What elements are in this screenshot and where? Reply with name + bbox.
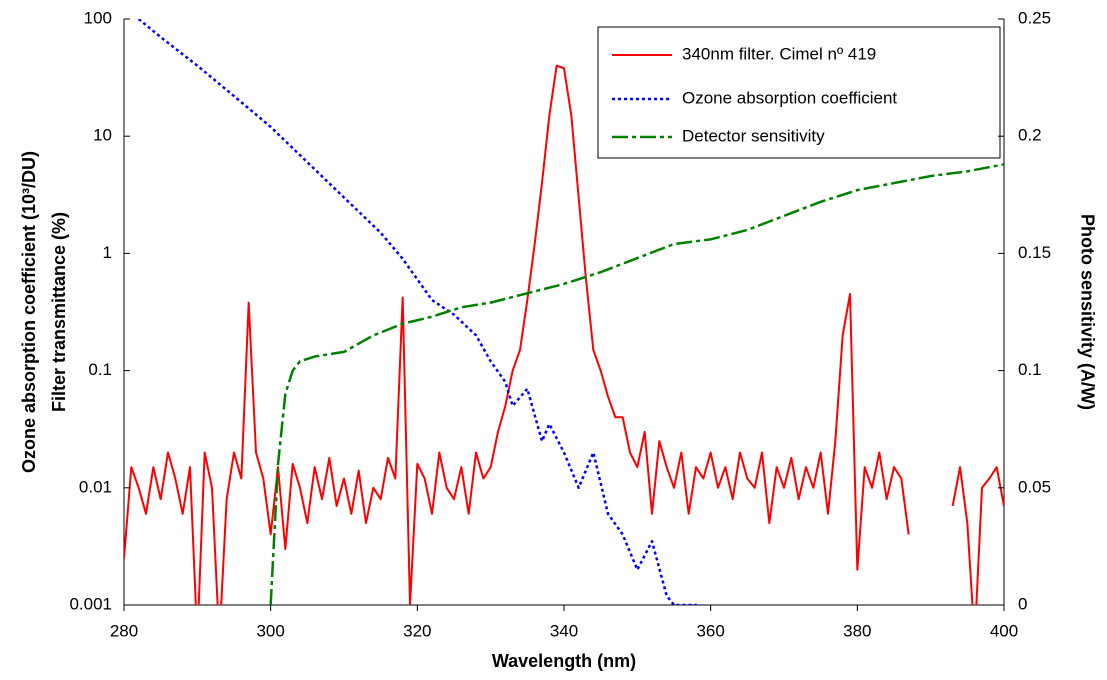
y-tick-label: 100 — [84, 8, 112, 27]
x-tick-label: 360 — [696, 621, 724, 640]
legend-label: 340nm filter. Cimel nº 419 — [682, 44, 876, 63]
y2-tick-label: 0.25 — [1018, 8, 1051, 27]
series-line — [124, 64, 1004, 605]
y-tick-label: 0.1 — [88, 360, 112, 379]
y-tick-label: 0.001 — [69, 594, 112, 613]
legend — [597, 26, 1001, 159]
y-tick-label: 1 — [103, 243, 112, 262]
y2-tick-label: 0.2 — [1018, 126, 1042, 145]
y-axis-label: Ozone absorption coefficient (10³/DU) — [19, 151, 39, 473]
x-tick-label: 340 — [550, 621, 578, 640]
series-line — [269, 163, 1004, 605]
plot-area — [124, 19, 1004, 605]
legend-label: Ozone absorption coefficient — [682, 88, 897, 107]
series-line — [137, 19, 699, 605]
x-tick-label: 380 — [843, 621, 871, 640]
y2-tick-label: 0 — [1018, 594, 1027, 613]
x-tick-label: 300 — [256, 621, 284, 640]
y2-tick-label: 0.05 — [1018, 477, 1051, 496]
y-tick-label: 0.01 — [79, 477, 112, 496]
x-axis-label: Wavelength (nm) — [492, 651, 636, 671]
y-tick-label: 10 — [93, 126, 112, 145]
x-tick-label: 320 — [403, 621, 431, 640]
y2-tick-label: 0.1 — [1018, 360, 1042, 379]
y2-tick-label: 0.15 — [1018, 243, 1051, 262]
x-tick-label: 280 — [110, 621, 138, 640]
legend-label: Detector sensitivity — [682, 126, 825, 145]
x-tick-label: 400 — [990, 621, 1018, 640]
y2-axis-label: Photo sensitivity (A/W) — [1077, 214, 1097, 410]
y-axis-label: Filter transmittance (%) — [49, 212, 69, 412]
